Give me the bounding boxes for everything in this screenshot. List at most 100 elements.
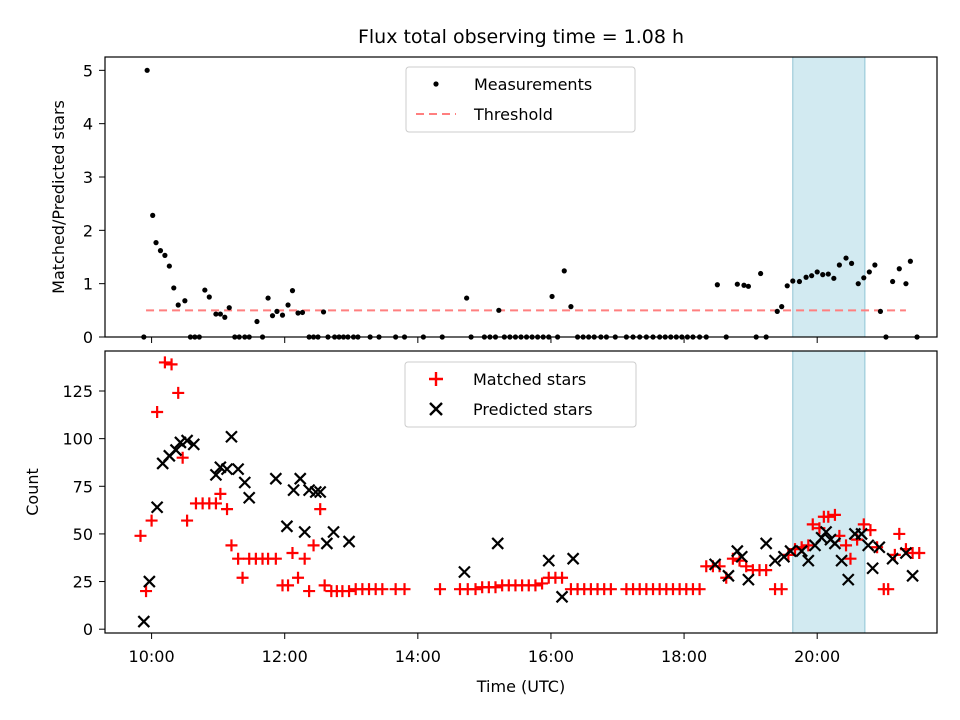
- matched-star-point: [536, 577, 549, 590]
- bottom-x-tick-label: 10:00: [129, 647, 175, 666]
- matched-star-point: [158, 356, 171, 369]
- measurement-point: [848, 260, 855, 266]
- measurement-point: [803, 274, 809, 280]
- predicted-star-point: [320, 537, 334, 550]
- measurement-point: [714, 282, 720, 288]
- measurement-point: [285, 302, 291, 308]
- measurement-point: [790, 278, 796, 284]
- measurement-point: [784, 283, 790, 289]
- predicted-star-point: [722, 569, 735, 583]
- predicted-star-point: [759, 537, 773, 550]
- bottom-y-tick-label: 25: [73, 573, 93, 592]
- predicted-star-point: [280, 520, 294, 533]
- measurement-point: [825, 271, 831, 277]
- bottom-x-tick-label: 18:00: [661, 647, 707, 666]
- measurement-point: [222, 314, 228, 320]
- matched-star-point: [318, 579, 331, 592]
- top-y-ticks: 0 1 2 3 4 5: [83, 61, 105, 347]
- matched-star-point: [469, 583, 482, 596]
- measurement-point: [779, 304, 785, 310]
- matched-star-point: [298, 552, 311, 565]
- matched-star-point: [376, 583, 389, 596]
- measurement-point: [157, 248, 164, 254]
- top-y-tick-label: 3: [83, 168, 93, 187]
- predicted-star-point: [169, 443, 183, 457]
- predicted-star-point: [231, 462, 245, 476]
- predicted-star-point: [866, 561, 879, 575]
- matched-star-point: [806, 518, 819, 531]
- predicted-star-point: [342, 535, 356, 548]
- predicted-star-point: [795, 544, 808, 558]
- measurement-point: [796, 278, 803, 285]
- predicted-star-point: [708, 558, 722, 571]
- predicted-star-point: [873, 540, 886, 554]
- matched-star-point: [209, 497, 222, 510]
- measurement-point: [896, 266, 902, 272]
- top-legend: Measurements Threshold: [405, 66, 636, 133]
- measurement-point: [758, 270, 764, 277]
- predicted-star-point: [143, 575, 156, 588]
- matched-star-point: [343, 585, 356, 598]
- x-axis-label: Time (UTC): [476, 677, 565, 696]
- bottom-y-tick-label: 125: [62, 382, 93, 401]
- legend-label-matched: Matched stars: [473, 370, 586, 389]
- measurement-point: [182, 298, 188, 304]
- predicted-star-point: [835, 554, 848, 567]
- measurement-point: [269, 313, 276, 319]
- matched-star-point: [286, 546, 299, 559]
- predicted-star-point: [327, 525, 340, 539]
- matched-star-point: [882, 583, 895, 596]
- bottom-legend: Matched stars Predicted stars: [404, 361, 637, 428]
- measurement-point: [741, 282, 747, 288]
- matched-star-point: [604, 583, 617, 596]
- bottom-panel: 0 25 50 75 100 125 10:00 12:00 14:00 16:00 18:00 2…: [23, 350, 938, 696]
- predicted-star-point: [886, 552, 899, 565]
- measurement-point: [855, 281, 861, 287]
- top-y-tick-label: 4: [83, 115, 93, 134]
- measurement-point: [734, 281, 740, 287]
- predicted-star-point: [309, 485, 323, 499]
- bottom-plot-frame: [104, 350, 938, 634]
- legend-label-predicted: Predicted stars: [473, 400, 593, 419]
- matched-star-point: [303, 585, 316, 598]
- matched-star-point: [221, 503, 234, 516]
- top-legend-box: [405, 66, 636, 133]
- matched-star-point: [733, 554, 746, 567]
- measurement-point: [831, 275, 837, 281]
- predicted-star-point: [458, 565, 471, 579]
- matched-star-point: [172, 386, 185, 399]
- measurement-point: [877, 308, 884, 314]
- bottom-y-tick-label: 75: [73, 477, 93, 496]
- predicted-star-point: [784, 544, 797, 558]
- measurement-point: [820, 272, 826, 278]
- bottom-x-ticks: 10:00 12:00 14:00 16:00 18:00 20:00: [129, 633, 840, 666]
- bottom-x-tick-label: 12:00: [262, 647, 308, 666]
- measurement-point: [217, 311, 223, 317]
- measurement-point: [843, 255, 849, 261]
- measurement-point: [166, 263, 172, 269]
- top-panel: 0 1 2 3 4 5 Matched/Predicted stars Measureme…: [49, 56, 938, 347]
- predicted-star-point: [555, 590, 569, 604]
- predicted-star-point: [298, 525, 311, 539]
- measurement-point: [144, 67, 150, 73]
- predicted-star-point: [180, 434, 194, 447]
- matched-star-point: [888, 548, 901, 561]
- legend-marker-matched: [429, 372, 443, 386]
- measurement-point: [254, 318, 260, 325]
- top-x-ticks: [151, 337, 818, 343]
- legend-marker-predicted: [429, 402, 443, 416]
- matched-star-point: [181, 514, 194, 527]
- measurement-point: [175, 302, 181, 308]
- measurement-point: [809, 273, 815, 279]
- predicted-star-point: [150, 500, 164, 514]
- predicted-star-point: [209, 468, 223, 482]
- predicted-star-point: [841, 573, 855, 586]
- measurement-point: [861, 275, 867, 281]
- measurement-point: [274, 308, 280, 314]
- top-y-tick-label: 0: [83, 328, 93, 347]
- matched-star-point: [292, 571, 305, 584]
- bottom-legend-box: [404, 361, 637, 428]
- matched-star-point: [165, 358, 178, 371]
- matched-star-point: [314, 503, 327, 516]
